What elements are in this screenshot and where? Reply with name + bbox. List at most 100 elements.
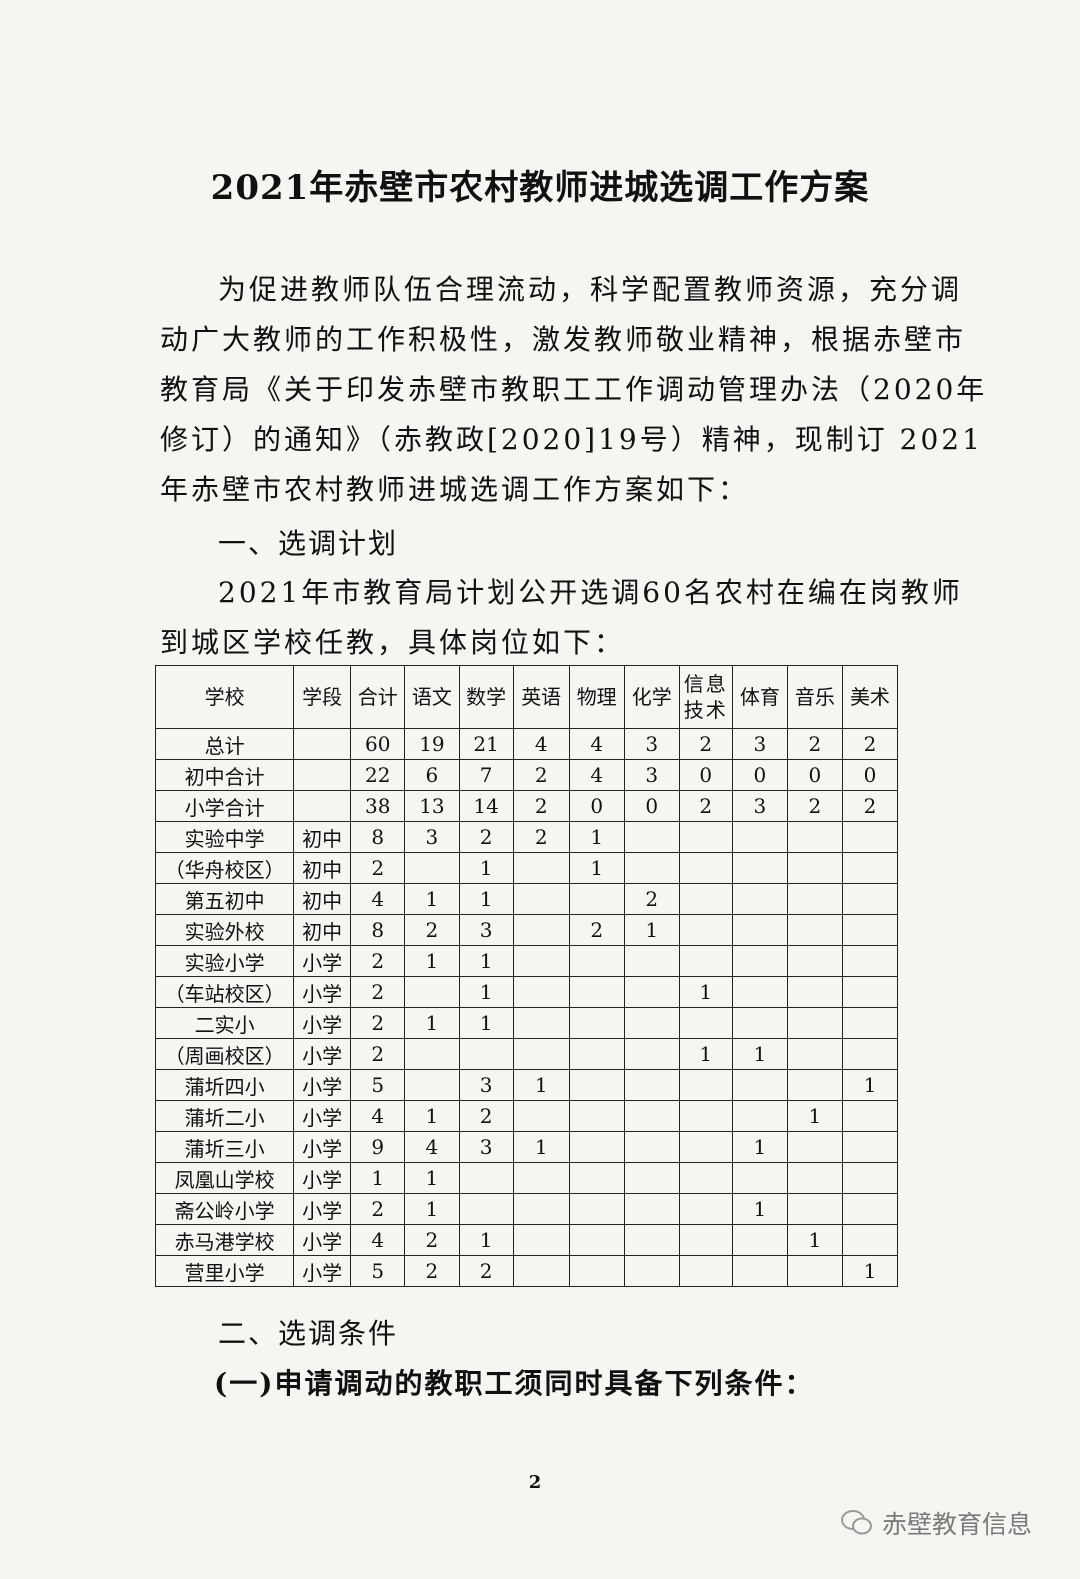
table-cell [678,914,733,946]
table-cell [623,1131,680,1163]
table-cell: 3 [458,1131,514,1163]
table-cell [623,1069,680,1101]
table-cell [568,1069,625,1101]
table-cell: 2 [678,728,733,760]
table-cell [404,976,460,1008]
table-cell: 1 [731,1131,788,1163]
table-cell: 4 [350,1224,406,1256]
table-cell [568,1224,625,1256]
table-cell [841,1038,899,1070]
table-cell: 0 [841,759,899,791]
table-cell: 0 [568,790,625,822]
table-cell [458,1193,514,1225]
table-cell: 1 [512,1131,570,1163]
table-cell: 4 [568,759,625,791]
table-cell [841,852,899,884]
table-cell [568,1100,625,1132]
table-cell [841,914,899,946]
column-header: 学段 [293,665,352,729]
table-cell: 小学 [293,1100,352,1132]
table-cell [841,1007,899,1039]
table-cell [512,914,570,946]
table-cell [786,914,843,946]
table-cell [404,1038,460,1070]
table-cell: 1 [458,1224,514,1256]
school-cell: 二实小 [154,1007,295,1039]
table-header-row: 学校 学段 合计 语文 数学 英语 物理 化学 信息技术 体育 音乐 美术 [154,665,899,729]
table-cell: 1 [404,1162,460,1194]
text-line: 2021年市教育局计划公开选调60名农村在编在岗教师 [218,576,963,609]
table-cell: 2 [404,1255,460,1287]
table-cell: 8 [350,914,406,946]
table-cell: 0 [786,759,843,791]
table-cell [786,1193,843,1225]
watermark: 赤壁教育信息 [840,1505,1032,1541]
table-cell: 1 [404,883,460,915]
table-row: 蒲圻二小 小学 4 1 2 1 [154,1100,899,1132]
table-cell [568,883,625,915]
table-cell: 小学 [293,1007,352,1039]
table-row: 第五初中 初中 4 1 1 2 [154,883,899,915]
text-line: 为促进教师队伍合理流动，科学配置教师资源，充分调 [218,273,963,306]
table-cell: 1 [458,1007,514,1039]
table-cell: 初中 [293,821,352,853]
document-title: 2021年赤壁市农村教师进城选调工作方案 [210,168,870,208]
table-cell [623,1007,680,1039]
table-cell: 2 [623,883,680,915]
table-cell: 2 [350,1193,406,1225]
column-header: 化学 [623,665,680,729]
column-header: 学校 [154,665,295,729]
table-cell [731,914,788,946]
table-cell: 2 [350,1007,406,1039]
table-cell: 4 [350,1100,406,1132]
table-cell [731,1224,788,1256]
table-cell: 2 [350,976,406,1008]
table-cell: 1 [678,976,733,1008]
table-cell: 小学 [293,1162,352,1194]
table-cell [731,945,788,977]
table-cell: 小学 [293,976,352,1008]
table-cell [731,1255,788,1287]
table-cell: 2 [350,852,406,884]
table-cell: 2 [786,728,843,760]
table-cell: 初中 [293,883,352,915]
table-cell [841,1193,899,1225]
table-cell: 小学 [293,1224,352,1256]
table-cell: 14 [458,790,514,822]
table-row: 初中合计 22 6 7 2 4 3 0 0 0 0 [154,759,899,791]
table-cell [678,1069,733,1101]
column-header: 美术 [841,665,899,729]
school-cell: 凤凰山学校 [154,1162,295,1194]
school-cell: 营里小学 [154,1255,295,1287]
school-cell: 小学合计 [154,790,295,822]
table-cell: 13 [404,790,460,822]
table-cell [623,1162,680,1194]
table-cell: 22 [350,759,406,791]
table-row: （车站校区） 小学 2 1 1 [154,976,899,1008]
table-cell: 4 [512,728,570,760]
school-cell: 蒲圻二小 [154,1100,295,1132]
table-cell [623,945,680,977]
table-cell [623,1100,680,1132]
table-cell [623,821,680,853]
table-cell [786,883,843,915]
table-cell [678,1193,733,1225]
column-header: 音乐 [786,665,843,729]
table-cell [786,1131,843,1163]
table-cell: 9 [350,1131,406,1163]
table-cell: 2 [512,759,570,791]
table-cell [512,1007,570,1039]
table-cell [512,852,570,884]
table-cell: 1 [786,1224,843,1256]
table-cell: 5 [350,1255,406,1287]
table-cell: 2 [458,1255,514,1287]
table-cell [678,1100,733,1132]
table-cell [623,1255,680,1287]
table-cell: 2 [512,790,570,822]
table-cell: 1 [458,852,514,884]
table-cell: 3 [404,821,460,853]
table-cell [841,976,899,1008]
table-cell: 小学 [293,1131,352,1163]
school-cell: 实验小学 [154,945,295,977]
